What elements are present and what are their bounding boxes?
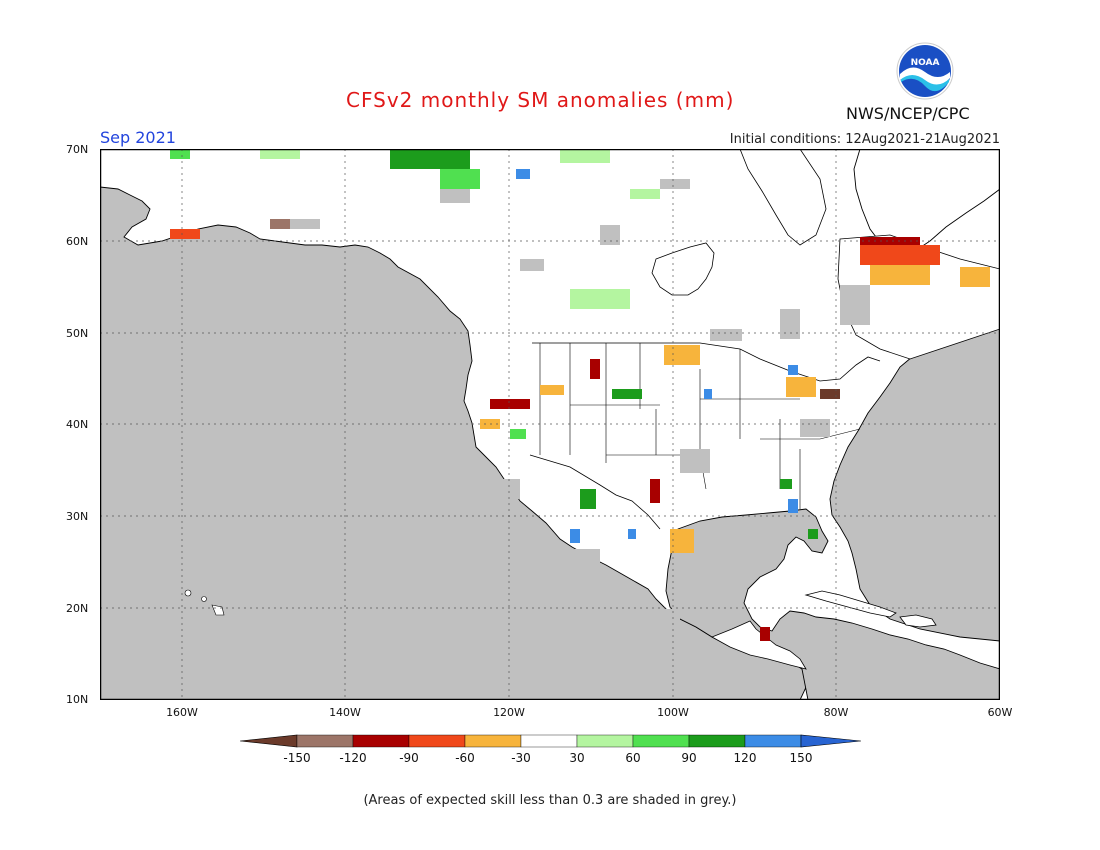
agency-label: NWS/NCEP/CPC	[846, 104, 970, 123]
skill-footnote: (Areas of expected skill less than 0.3 a…	[363, 793, 737, 808]
lat-label-50n: 50N	[66, 327, 89, 340]
legend-bin-9	[744, 734, 802, 748]
initial-conditions: Initial conditions: 12Aug2021-21Aug2021	[729, 132, 1000, 147]
legend-bin-4	[464, 734, 522, 748]
lon-label-120w: 120W	[493, 706, 525, 719]
lat-label-70n: 70N	[66, 143, 89, 156]
lon-label-60w: 60W	[987, 706, 1013, 719]
baffin-island	[739, 149, 827, 246]
legend-label-120: 120	[733, 751, 757, 765]
lat-label-30n: 30N	[66, 510, 89, 523]
lat-label-60n: 60N	[66, 235, 89, 248]
lon-label-100w: 100W	[657, 706, 689, 719]
lat-label-10n: 10N	[66, 693, 89, 706]
lat-label-40n: 40N	[66, 418, 89, 431]
negative-anomaly-patches	[170, 219, 990, 641]
legend-bin-8	[688, 734, 746, 748]
legend-label-neg120: -120	[339, 751, 367, 765]
legend-bin-3	[408, 734, 466, 748]
legend-label-neg90: -90	[399, 751, 419, 765]
legend-high-arrow	[800, 734, 862, 748]
us-mexico-border	[529, 454, 661, 530]
legend-label-60: 60	[625, 751, 641, 765]
legend-bin-5	[520, 734, 578, 748]
central-america	[711, 620, 807, 670]
lon-label-140w: 140W	[329, 706, 361, 719]
legend-bin-2	[352, 734, 410, 748]
legend-label-30: 30	[569, 751, 585, 765]
legend-low-arrow	[240, 734, 298, 748]
lat-label-20n: 20N	[66, 602, 89, 615]
legend-label-neg30: -30	[511, 751, 531, 765]
noaa-logo-icon: NOAA	[896, 42, 954, 100]
color-legend	[240, 734, 862, 748]
legend-label-neg150: -150	[283, 751, 311, 765]
cuba	[804, 590, 897, 618]
legend-label-neg60: -60	[455, 751, 475, 765]
legend-label-150: 150	[789, 751, 813, 765]
legend-bin-6	[576, 734, 634, 748]
lon-label-80w: 80W	[823, 706, 849, 719]
positive-anomaly-patches	[170, 149, 818, 539]
map-title: CFSv2 monthly SM anomalies (mm)	[346, 88, 735, 112]
hispaniola	[899, 614, 937, 628]
low-skill-patches	[280, 179, 870, 629]
anomaly-map	[100, 149, 1000, 700]
grid-lines	[100, 149, 1000, 700]
legend-label-90: 90	[681, 751, 697, 765]
legend-bin-7	[632, 734, 690, 748]
lon-label-160w: 160W	[166, 706, 198, 719]
legend-bin-1	[296, 734, 354, 748]
hudson-bay	[651, 242, 715, 296]
forecast-month: Sep 2021	[100, 128, 176, 147]
us-canada-border	[532, 342, 881, 382]
noaa-logo-text: NOAA	[911, 58, 940, 68]
wet-anomaly-patches	[516, 169, 798, 543]
